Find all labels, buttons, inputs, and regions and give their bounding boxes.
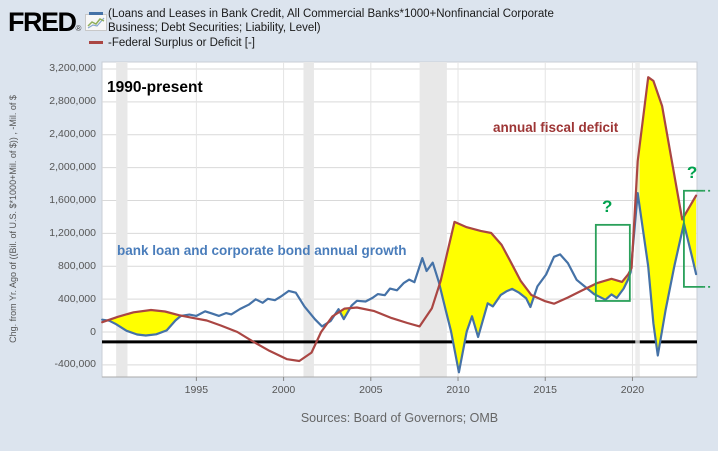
annotation-green-box bbox=[594, 223, 631, 302]
y-tick-label: 1,600,000 bbox=[49, 194, 96, 206]
legend-entry-deficit: -Federal Surplus or Deficit [-] bbox=[89, 36, 554, 50]
bank-credit-growth-line bbox=[101, 192, 698, 374]
annotation-fiscal-deficit-label: annual fiscal deficit bbox=[493, 120, 619, 135]
annotation-credit-growth-label: bank loan and corporate bond annual grow… bbox=[117, 243, 407, 258]
annotation-question-mark-2: ? bbox=[686, 163, 698, 183]
x-tick-label: 2005 bbox=[359, 384, 383, 396]
y-tick-label: 2,400,000 bbox=[49, 128, 96, 141]
registered-trademark: ® bbox=[75, 24, 82, 33]
y-tick-label: -400,000 bbox=[54, 358, 96, 371]
x-tick-label: 1995 bbox=[184, 384, 209, 396]
highlight-fill-region bbox=[107, 310, 182, 336]
chart-legend: (Loans and Leases in Bank Credit, All Co… bbox=[89, 7, 554, 51]
legend-label-bank-credit-line2: Business; Debt Securities; Liability, Le… bbox=[108, 22, 321, 34]
fred-logo-text: FRED bbox=[8, 7, 77, 37]
plot-background bbox=[101, 61, 698, 378]
annotation-green-box-open bbox=[683, 189, 704, 288]
recession-band bbox=[303, 62, 314, 377]
fred-logo: FRED ® bbox=[8, 7, 108, 37]
legend-entry-bank-credit: (Loans and Leases in Bank Credit, All Co… bbox=[89, 7, 554, 35]
x-tick-label: 2000 bbox=[271, 384, 296, 396]
annotation-period-label: 1990-present bbox=[107, 79, 203, 96]
y-tick-label: 0 bbox=[90, 325, 96, 338]
source-note: Sources: Board of Governors; OMB bbox=[300, 411, 499, 425]
y-tick-label: 3,200,000 bbox=[49, 62, 96, 75]
recession-band bbox=[419, 62, 447, 377]
legend-label-deficit: -Federal Surplus or Deficit [-] bbox=[108, 37, 255, 49]
recession-band-covid bbox=[635, 62, 640, 377]
x-tick-label: 2010 bbox=[446, 384, 470, 396]
deficit-series-marker bbox=[89, 41, 103, 44]
highlight-fill-region bbox=[439, 222, 534, 373]
y-tick-label: 400,000 bbox=[58, 292, 96, 305]
bank-credit-series-marker bbox=[89, 12, 103, 15]
sparkline-chart-icon bbox=[85, 14, 108, 36]
highlight-fill-region bbox=[632, 77, 697, 356]
annotation-question-mark-1: ? bbox=[601, 197, 613, 217]
y-tick-label: 2,800,000 bbox=[49, 95, 96, 108]
y-tick-label: 800,000 bbox=[58, 259, 96, 272]
y-tick-label: 2,000,000 bbox=[49, 161, 96, 174]
legend-label-bank-credit-line1: (Loans and Leases in Bank Credit, All Co… bbox=[108, 8, 554, 20]
x-tick-label: 2015 bbox=[533, 384, 557, 396]
fiscal-deficit-line bbox=[101, 76, 698, 363]
y-tick-label: 1,200,000 bbox=[49, 226, 96, 239]
recession-band bbox=[116, 62, 128, 377]
x-tick-label: 2020 bbox=[620, 384, 645, 396]
